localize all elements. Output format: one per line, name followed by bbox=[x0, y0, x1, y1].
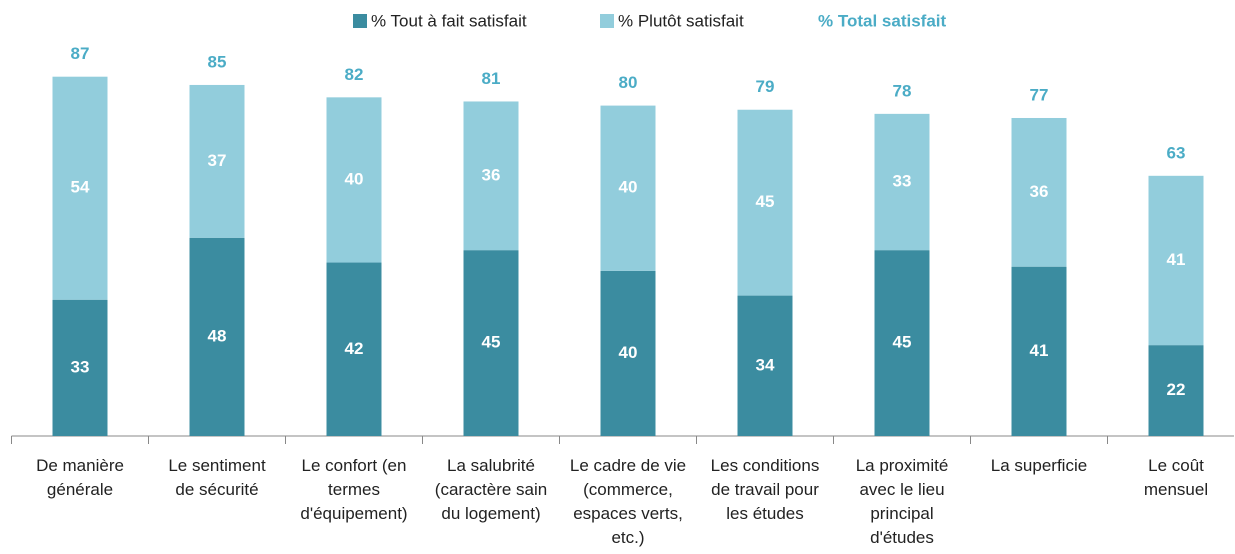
bar-segment bbox=[52, 76, 108, 300]
data-label: 36 bbox=[482, 165, 501, 184]
data-label: 41 bbox=[1030, 341, 1049, 360]
x-tick-label: Le confort (en termes d'équipement) bbox=[300, 456, 408, 523]
bar-segment bbox=[326, 97, 382, 263]
bar-segment bbox=[1148, 175, 1204, 346]
bar-segment bbox=[1148, 345, 1204, 436]
bar-segment bbox=[874, 250, 930, 436]
legend-swatch bbox=[353, 14, 367, 28]
total-label: 82 bbox=[345, 65, 364, 84]
bar-segment bbox=[189, 237, 245, 436]
data-label: 41 bbox=[1167, 250, 1186, 269]
x-tick-label: La proximité avec le lieu principal d'ét… bbox=[855, 456, 949, 547]
data-label: 45 bbox=[756, 192, 775, 211]
x-tick-label: La salubrité (caractère sain du logement… bbox=[434, 456, 548, 523]
bar-segment bbox=[600, 270, 656, 436]
bar-segment bbox=[737, 295, 793, 436]
data-label: 48 bbox=[208, 326, 227, 345]
total-label: 63 bbox=[1167, 143, 1186, 162]
x-tick-label: Le coût mensuel bbox=[1143, 456, 1209, 499]
bar-segment bbox=[326, 262, 382, 436]
data-label: 33 bbox=[893, 171, 912, 190]
bar-segment bbox=[189, 84, 245, 238]
data-label: 54 bbox=[71, 178, 90, 197]
data-label: 45 bbox=[893, 333, 912, 352]
legend-label: % Tout à fait satisfait bbox=[371, 11, 527, 30]
total-label: 77 bbox=[1030, 85, 1049, 104]
x-tick-label: La superficie bbox=[990, 456, 1088, 475]
total-label: 80 bbox=[619, 73, 638, 92]
data-label: 40 bbox=[619, 343, 638, 362]
bar-segment bbox=[52, 299, 108, 436]
bar-segment bbox=[1011, 266, 1067, 436]
data-label: 34 bbox=[756, 355, 775, 374]
bar-segment bbox=[874, 113, 930, 251]
bar-segment bbox=[737, 109, 793, 296]
bar-segment bbox=[463, 250, 519, 436]
data-label: 36 bbox=[1030, 182, 1049, 201]
total-label: 78 bbox=[893, 81, 912, 100]
legend-label: % Total satisfait bbox=[818, 11, 946, 30]
legend-swatch bbox=[600, 14, 614, 28]
data-label: 40 bbox=[345, 169, 364, 188]
data-label: 45 bbox=[482, 333, 501, 352]
data-label: 22 bbox=[1167, 380, 1186, 399]
bar-segment bbox=[1011, 117, 1067, 267]
x-tick-label: Les conditions de travail pour les étude… bbox=[710, 456, 820, 523]
bar-segment bbox=[600, 105, 656, 271]
x-tick-label: De manière générale bbox=[36, 456, 124, 499]
data-label: 37 bbox=[208, 151, 227, 170]
legend-label: % Plutôt satisfait bbox=[618, 11, 744, 30]
data-label: 33 bbox=[71, 357, 90, 376]
data-label: 42 bbox=[345, 339, 364, 358]
data-label: 40 bbox=[619, 178, 638, 197]
bar-segment bbox=[463, 101, 519, 251]
x-tick-label: Le sentiment de sécurité bbox=[168, 456, 266, 499]
total-label: 79 bbox=[756, 77, 775, 96]
total-label: 85 bbox=[208, 52, 227, 71]
total-label: 87 bbox=[71, 44, 90, 63]
x-tick-label: Le cadre de vie (commerce, espaces verts… bbox=[569, 456, 687, 547]
total-label: 81 bbox=[482, 69, 501, 88]
